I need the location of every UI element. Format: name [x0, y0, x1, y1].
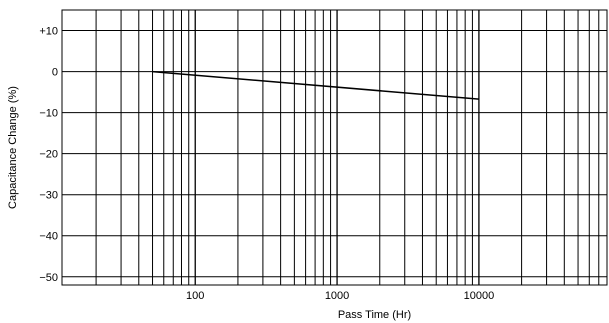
y-tick-label: −20: [39, 149, 58, 161]
y-tick-label: −10: [39, 108, 58, 120]
y-gridlines: [62, 30, 607, 278]
y-tick-label: −50: [39, 272, 58, 284]
y-tick-label: +10: [39, 26, 58, 38]
series-layer: [152, 70, 479, 100]
x-tick-labels: 100 1000 10000: [186, 290, 494, 302]
x-tick-label: 1000: [325, 290, 349, 302]
y-tick-label: −40: [39, 231, 58, 243]
x-tick-label: 100: [186, 290, 204, 302]
y-tick-label: 0: [52, 67, 58, 79]
y-tick-label: −30: [39, 190, 58, 202]
y-tick-labels: +10 0 −10 −20 −30 −40 −50: [39, 26, 58, 284]
series-line: [152, 70, 479, 100]
x-gridlines: [95, 10, 600, 285]
y-axis-title: Capacitance Change (%): [7, 86, 19, 209]
x-tick-label: 10000: [464, 290, 495, 302]
plot-frame: [61, 9, 608, 286]
x-axis-title: Pass Time (Hr): [338, 309, 411, 321]
